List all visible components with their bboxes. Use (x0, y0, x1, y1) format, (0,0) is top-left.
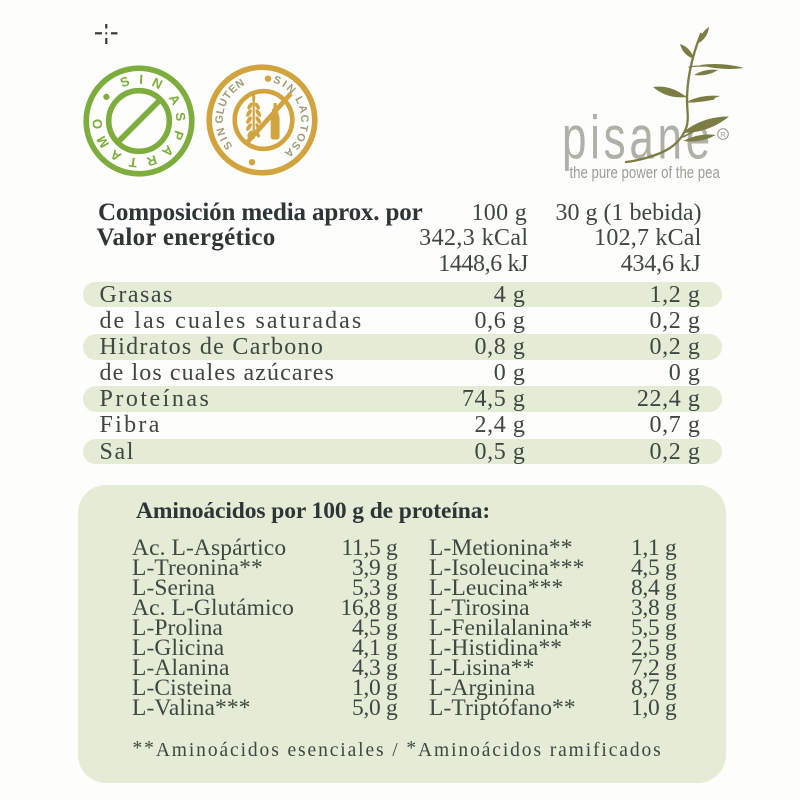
svg-text:R: R (144, 152, 158, 169)
svg-text:R: R (720, 129, 726, 138)
svg-text:A: A (165, 92, 183, 108)
svg-text:C: C (297, 114, 309, 122)
svg-text:L: L (292, 94, 306, 106)
svg-text:N: N (149, 75, 164, 93)
svg-text:A: A (295, 104, 309, 115)
svg-text:S: S (172, 111, 188, 122)
svg-text:S: S (118, 73, 132, 90)
svg-text:P: P (169, 129, 186, 143)
svg-text:I: I (279, 78, 288, 90)
svg-text:G: G (213, 115, 225, 124)
svg-text:T: T (296, 124, 309, 133)
svg-text:I: I (139, 72, 143, 87)
svg-text:I: I (218, 135, 230, 143)
svg-text:O: O (89, 118, 105, 129)
svg-text:T: T (128, 154, 138, 170)
svg-text:L: L (214, 106, 227, 115)
svg-text:N: N (214, 126, 228, 137)
svg-text:S: S (271, 74, 282, 88)
